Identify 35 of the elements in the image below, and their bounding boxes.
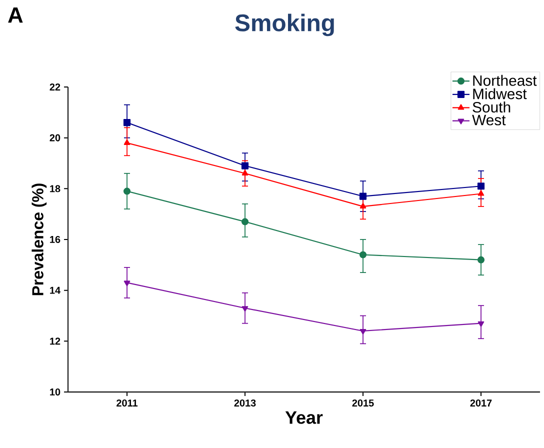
y-tick-label: 16 <box>50 236 60 244</box>
x-tick-label: 2011 <box>116 399 138 407</box>
legend-label: Northeast <box>473 74 537 86</box>
point <box>242 306 248 312</box>
text: A <box>8 8 23 23</box>
y-tick-label: 20 <box>50 134 60 142</box>
point <box>241 218 249 226</box>
legend-label: West <box>472 114 506 126</box>
point <box>478 190 484 196</box>
point <box>477 256 485 264</box>
point <box>242 170 248 176</box>
point <box>359 251 367 258</box>
legend-label: Midwest <box>473 88 527 100</box>
x-axis-title: Year <box>285 411 323 424</box>
point <box>477 182 485 190</box>
x-tick-label: 2013 <box>234 399 256 407</box>
point <box>360 202 366 208</box>
point <box>241 162 249 170</box>
legend-label: South <box>472 102 510 113</box>
y-tick-label: 14 <box>50 286 60 294</box>
point <box>359 192 367 200</box>
x-tick-label: 2017 <box>470 399 492 407</box>
point <box>124 139 130 145</box>
y-tick-label: 22 <box>50 84 60 90</box>
point <box>478 321 484 327</box>
point <box>123 119 131 126</box>
y-axis-title: Prevalence (%) <box>32 184 47 296</box>
x-tick-label: 2015 <box>352 399 374 407</box>
chart-title: Smoking <box>235 14 334 36</box>
point <box>123 188 131 195</box>
point <box>360 328 366 335</box>
point <box>124 280 130 286</box>
y-tick-label: 10 <box>50 388 60 396</box>
y-tick-label: 12 <box>50 338 60 345</box>
y-tick-label: 18 <box>50 185 60 192</box>
